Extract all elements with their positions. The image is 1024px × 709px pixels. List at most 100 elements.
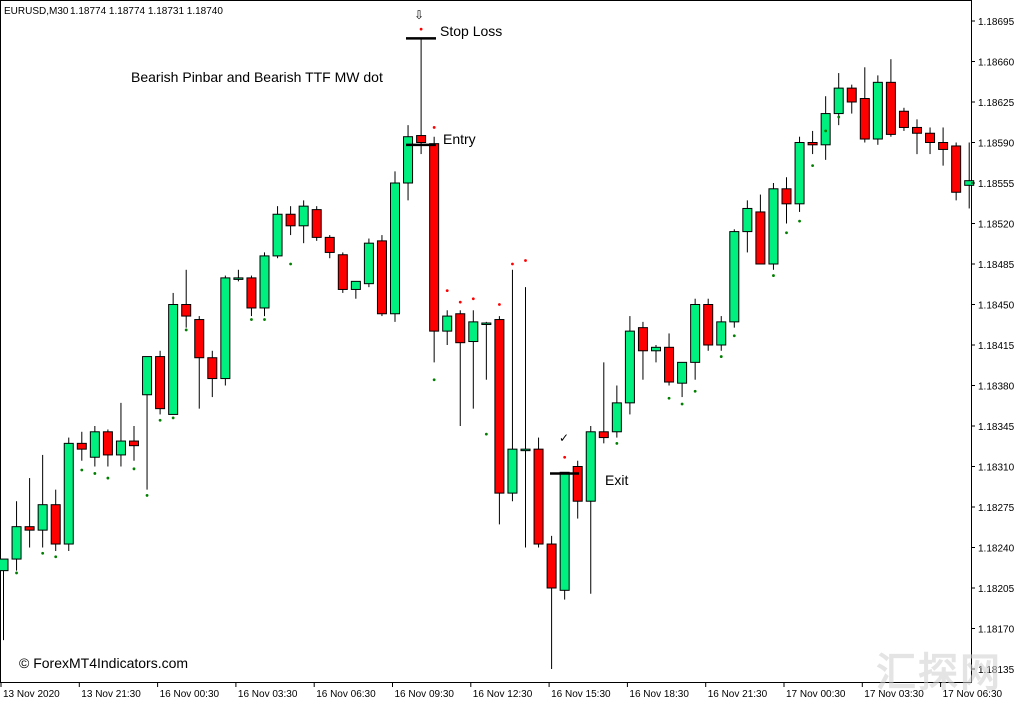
price-tick-label: 1.18520 [978, 220, 1015, 231]
time-tick-label: 13 Nov 21:30 [81, 689, 141, 700]
ttf-buy-dot [732, 334, 736, 338]
time-tick-label: 16 Nov 21:30 [708, 689, 768, 700]
candle [729, 229, 740, 328]
candle-body-bullish [768, 188, 779, 265]
ttf-buy-dot [680, 402, 684, 406]
candle-body-bullish [272, 213, 283, 257]
candle-body-bearish [598, 431, 609, 439]
candle-body-bearish [846, 87, 857, 103]
candle [0, 558, 9, 641]
candle [403, 125, 414, 201]
candle-body-bearish [102, 431, 113, 456]
ttf-buy-dot [158, 418, 162, 422]
candle-body-bearish [898, 110, 909, 128]
time-tick-label: 16 Nov 15:30 [551, 689, 611, 700]
candle [651, 345, 661, 363]
candle [872, 75, 883, 145]
candle-body-bullish [872, 81, 883, 140]
ttf-buy-dot [80, 468, 84, 472]
ttf-buy-dot [93, 472, 97, 475]
candle-body-bearish [885, 81, 896, 135]
price-tick-label: 1.18695 [978, 17, 1015, 28]
candle-body-bullish [585, 431, 596, 502]
exit-label: Exit [605, 472, 628, 488]
price-tick-label: 1.18240 [978, 544, 1015, 555]
candle [572, 460, 583, 519]
ttf-sell-dot [432, 126, 436, 129]
price-tick-label: 1.18450 [978, 301, 1015, 312]
candle-body-bearish [416, 135, 427, 144]
candles-group [0, 38, 975, 669]
ttf-buy-dot [615, 441, 619, 445]
candle [181, 269, 192, 328]
candle-body-bullish [481, 322, 492, 326]
price-tick-label: 1.18415 [978, 341, 1015, 352]
ttf-buy-dot [263, 318, 266, 321]
candle [285, 206, 296, 236]
candle [611, 385, 622, 438]
candle [207, 350, 218, 398]
ttf-sell-dot [524, 259, 527, 262]
candle [89, 426, 100, 467]
candle [442, 310, 453, 345]
ttf-sell-dot [498, 303, 501, 306]
price-tick-label: 1.18555 [978, 179, 1015, 190]
price-tick-label: 1.18275 [978, 503, 1015, 514]
ttf-sell-dot [445, 289, 449, 293]
candle [598, 362, 609, 444]
candle-body-bullish [729, 231, 740, 323]
ttf-sell-dot [458, 300, 462, 304]
candle [481, 321, 492, 380]
candle-body-bearish [664, 346, 675, 383]
candle-body-bullish [142, 356, 153, 396]
ttf-buy-dot [250, 318, 253, 321]
price-tick-label: 1.18660 [978, 58, 1015, 69]
candle-body-bullish [468, 321, 479, 343]
candle-body-bullish [677, 361, 688, 384]
ttf-buy-dot [184, 328, 188, 332]
candle-body-bullish [115, 440, 126, 456]
ttf-buy-dot [171, 416, 175, 420]
candle [781, 177, 792, 224]
candle-body-bullish [651, 346, 661, 352]
candle-body-bearish [781, 188, 792, 205]
candle-body-bullish [63, 442, 74, 545]
candle-body-bearish [337, 254, 348, 290]
ttf-buy-dot [719, 355, 723, 358]
time-tick-label: 16 Nov 12:30 [473, 689, 533, 700]
candle-body-bullish [37, 504, 48, 531]
candle [677, 361, 688, 398]
candle-body-bearish [194, 319, 205, 359]
plot-frame [0, 0, 972, 683]
ttf-sell-dot [511, 262, 514, 266]
candle-body-bearish [285, 213, 296, 227]
candle [168, 292, 179, 415]
ttf-buy-dot [837, 115, 841, 119]
candle [624, 316, 635, 415]
candle [11, 501, 22, 571]
candle-body-bullish [833, 87, 844, 115]
candle-body-bearish [376, 240, 387, 315]
ttf-sell-dot [471, 297, 475, 301]
ttf-buy-dot [132, 467, 136, 471]
ttf-buy-dot [15, 571, 18, 575]
candle [259, 252, 270, 317]
time-tick-label: 16 Nov 03:30 [238, 689, 298, 700]
candle [546, 535, 557, 669]
candle-body-bullish [624, 330, 635, 404]
ttf-buy-dot [106, 476, 110, 480]
ttf-buy-dot [798, 219, 801, 223]
time-tick-label: 16 Nov 00:30 [160, 689, 220, 700]
candle-body-bullish [390, 182, 400, 315]
time-tick-label: 17 Nov 06:30 [943, 689, 1003, 700]
time-tick-label: 13 Nov 2020 [3, 689, 60, 700]
candle-body-bullish [442, 315, 453, 332]
candle [755, 194, 766, 265]
candle-body-bullish [794, 142, 805, 205]
ttf-sell-dot [563, 455, 567, 459]
ttf-buy-dot [484, 432, 488, 436]
exit-check-icon: ✓ [559, 431, 569, 445]
ttf-buy-dot [41, 551, 45, 555]
candle-body-bullish [520, 448, 531, 452]
